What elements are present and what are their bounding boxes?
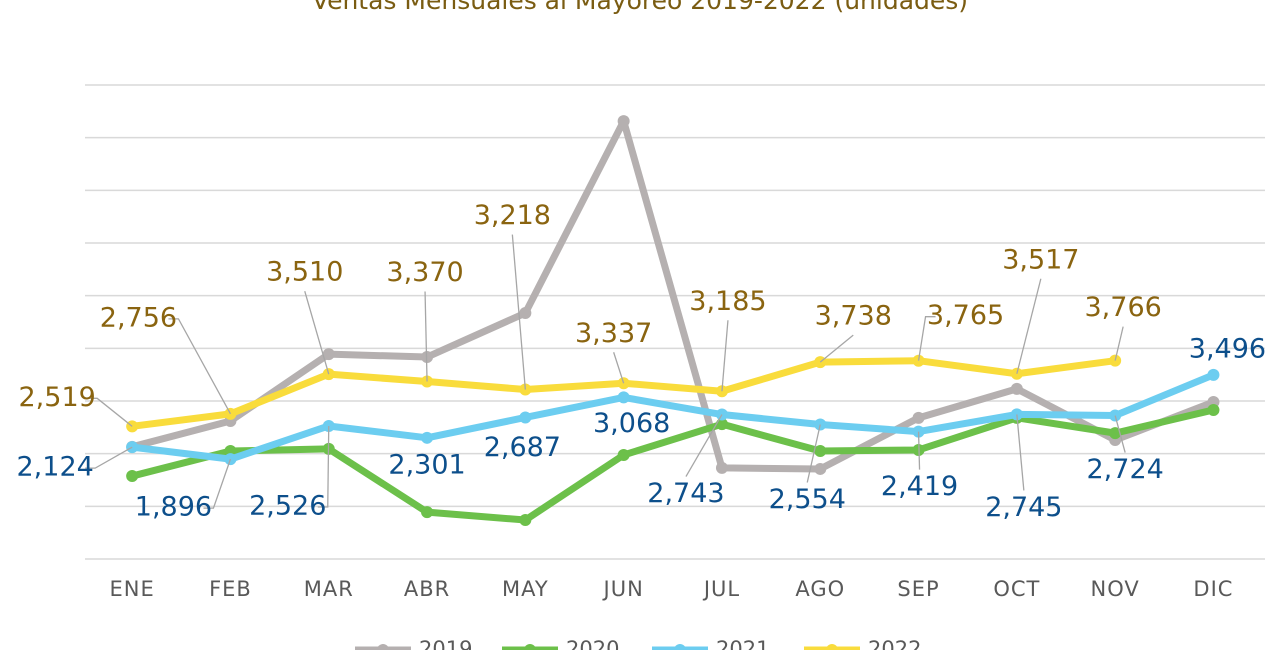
leader-line (1016, 414, 1025, 491)
point (421, 431, 434, 444)
leader-line (1016, 278, 1042, 374)
legend-marker (826, 644, 838, 650)
point (617, 391, 630, 404)
leader-line (304, 290, 330, 375)
leader-line (317, 425, 330, 508)
x-tick-label: MAR (304, 577, 354, 601)
lines (126, 115, 1220, 527)
x-tick-label: OCT (993, 577, 1040, 601)
data-label: 3,370 (386, 257, 463, 288)
data-label: 3,765 (927, 300, 1004, 331)
point (814, 445, 827, 458)
point (1109, 427, 1122, 440)
data-label: 2,554 (769, 484, 846, 515)
data-label: 3,496 (1189, 333, 1266, 364)
point (1010, 382, 1023, 395)
data-label: 3,510 (266, 257, 343, 288)
data-label: 2,519 (19, 382, 96, 413)
x-tick-label: ABR (404, 577, 450, 601)
data-label: 2,745 (985, 492, 1062, 523)
leader-line (85, 446, 133, 469)
data-label: 2,301 (388, 449, 465, 480)
series-line (131, 117, 1215, 473)
x-tick-label: MAY (502, 577, 549, 601)
legend-marker (524, 644, 536, 650)
point (617, 115, 630, 128)
x-tick-label: ENE (110, 577, 155, 601)
point (519, 411, 532, 424)
leader-line (806, 424, 821, 483)
x-tick-label: NOV (1091, 577, 1140, 601)
data-label: 2,687 (484, 432, 561, 463)
x-tick-label: JUL (702, 577, 740, 601)
point (1207, 403, 1220, 416)
data-label: 3,068 (593, 408, 670, 439)
leader-line (685, 414, 723, 477)
point (519, 307, 532, 320)
point (912, 411, 925, 424)
leader-line (424, 291, 428, 382)
legend-label: 2019 (419, 637, 472, 650)
leader-line (917, 316, 936, 361)
point (814, 462, 827, 475)
data-label: 2,526 (249, 490, 326, 521)
series-line (131, 406, 1215, 524)
data-label: 3,517 (1002, 244, 1079, 275)
legend-label: 2020 (566, 637, 619, 650)
data-label: 3,337 (575, 318, 652, 349)
x-tick-label: AGO (795, 577, 845, 601)
leader-line (87, 397, 133, 427)
point (322, 348, 335, 361)
data-label: 1,896 (135, 492, 212, 523)
leader-line (203, 458, 232, 509)
data-label: 3,738 (815, 301, 892, 332)
data-label: 2,124 (17, 452, 94, 483)
legend-marker (377, 644, 389, 650)
leader-line (511, 234, 526, 390)
legend-label: 2022 (868, 637, 921, 650)
chart-title: Ventas Mensuales al Mayoreo 2019-2022 (u… (312, 0, 968, 15)
point (1207, 368, 1220, 381)
series-line (131, 371, 1215, 463)
x-tick-label: DIC (1193, 577, 1233, 601)
leader-line (613, 352, 625, 384)
data-label: 3,185 (689, 286, 766, 317)
leader-line (1114, 326, 1124, 361)
x-tick-label: JUN (602, 577, 644, 601)
data-label: 2,743 (647, 478, 724, 509)
data-label: 3,218 (474, 200, 551, 231)
point (715, 461, 728, 474)
labels: 2,124 1,896 2,526 2,301 2,687 3,068 2,743 2,554… (17, 200, 1267, 523)
leader-line (1114, 415, 1126, 453)
leader-line (168, 318, 232, 415)
point (617, 448, 630, 461)
data-label: 2,724 (1087, 454, 1164, 485)
legend-marker (674, 644, 686, 650)
data-label: 2,756 (100, 302, 177, 333)
data-label: 3,766 (1085, 292, 1162, 323)
point (126, 470, 139, 483)
point (421, 506, 434, 519)
point (519, 514, 532, 527)
point (715, 418, 728, 431)
x-tick-label: FEB (209, 577, 252, 601)
leader-line (721, 320, 729, 392)
legend-label: 2021 (716, 637, 769, 650)
leader-line (819, 334, 854, 363)
leader-line (917, 431, 921, 470)
data-label: 2,419 (881, 471, 958, 502)
x-tick-label: SEP (897, 577, 939, 601)
